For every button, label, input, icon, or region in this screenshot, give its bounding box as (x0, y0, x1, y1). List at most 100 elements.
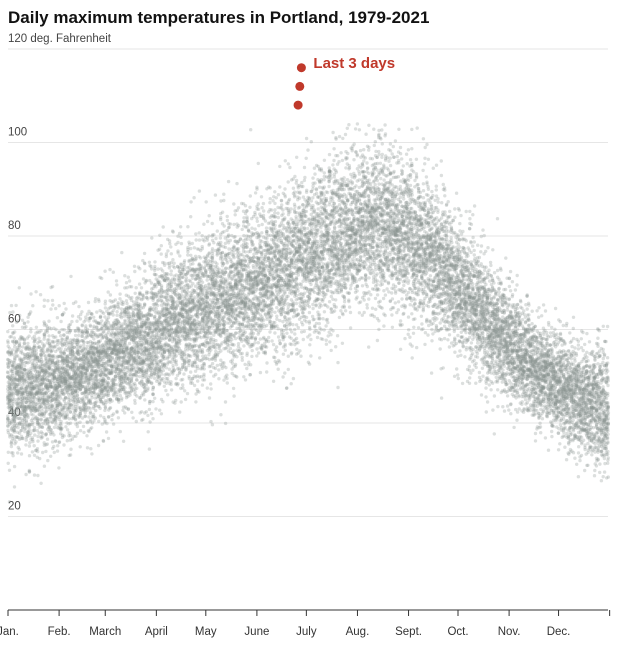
data-point (11, 364, 15, 369)
data-point (245, 351, 249, 355)
data-point (601, 360, 605, 365)
data-point (171, 258, 175, 262)
data-point (179, 349, 183, 353)
y-tick-label-60: 60 (8, 314, 21, 326)
data-point (411, 331, 416, 335)
data-point (29, 292, 33, 296)
data-point (144, 348, 149, 352)
data-point (285, 386, 289, 390)
data-point (558, 331, 563, 336)
data-point (291, 186, 296, 190)
data-point (286, 180, 290, 184)
data-point (364, 282, 368, 287)
data-point (8, 358, 12, 363)
data-point (192, 321, 196, 325)
data-point (68, 438, 73, 442)
data-point (515, 306, 519, 311)
data-point (31, 398, 35, 402)
data-point (52, 371, 56, 375)
data-point (377, 182, 381, 186)
data-point (167, 345, 172, 349)
data-point (132, 264, 137, 268)
data-point (126, 275, 130, 279)
data-point (281, 227, 286, 231)
data-point (154, 307, 158, 311)
data-point (459, 213, 463, 218)
data-point (205, 219, 210, 224)
data-point (481, 374, 485, 378)
data-point (70, 375, 75, 379)
data-point (253, 191, 258, 195)
data-point (458, 229, 462, 233)
data-point (599, 479, 604, 483)
data-point (218, 251, 223, 255)
data-point (207, 234, 211, 238)
data-point (232, 222, 236, 227)
data-point (276, 335, 281, 339)
data-point (316, 207, 320, 211)
data-point (126, 315, 131, 319)
data-point (196, 379, 200, 383)
data-point (278, 229, 282, 233)
data-point (156, 280, 160, 284)
data-point (54, 409, 58, 413)
data-point (84, 324, 88, 328)
data-point (56, 444, 60, 448)
data-point (189, 253, 193, 257)
data-point (101, 353, 106, 357)
data-point (243, 378, 248, 382)
data-point (146, 413, 150, 418)
data-point (199, 297, 203, 302)
data-point (134, 318, 138, 323)
data-point (11, 434, 15, 438)
data-point (447, 333, 452, 337)
data-point (324, 342, 329, 346)
data-point (106, 415, 111, 419)
data-point (57, 466, 61, 470)
data-point (176, 240, 180, 245)
data-point (235, 295, 239, 300)
data-point (47, 319, 51, 323)
data-point (183, 389, 187, 393)
data-point (225, 376, 229, 381)
data-point (111, 381, 116, 385)
data-point (586, 441, 590, 446)
data-point (423, 145, 427, 150)
data-point (515, 418, 519, 422)
data-point (472, 358, 476, 362)
data-point (214, 372, 218, 377)
data-point (237, 320, 241, 325)
data-point (339, 151, 343, 155)
data-point (304, 156, 308, 160)
data-point (39, 352, 43, 356)
data-point (185, 391, 190, 396)
data-point (22, 405, 27, 409)
data-point (579, 346, 584, 350)
data-point (496, 404, 500, 409)
data-point (148, 347, 152, 352)
data-point (48, 399, 53, 403)
data-point (598, 462, 602, 466)
data-point (508, 289, 513, 293)
data-point (105, 388, 109, 393)
data-point (98, 332, 103, 337)
data-point (500, 380, 504, 384)
data-point (281, 375, 285, 379)
data-point (537, 306, 541, 310)
data-point (90, 426, 94, 430)
data-point (472, 253, 476, 257)
data-point (416, 182, 420, 187)
data-point (136, 366, 140, 370)
data-point (298, 304, 302, 308)
data-point (502, 409, 507, 413)
data-point (243, 314, 248, 318)
data-point (390, 325, 395, 329)
data-point (288, 165, 292, 170)
data-point (265, 187, 269, 191)
data-point (243, 259, 248, 263)
data-point (107, 326, 111, 330)
data-point (538, 421, 542, 425)
data-point (138, 330, 142, 334)
data-point (146, 354, 150, 358)
